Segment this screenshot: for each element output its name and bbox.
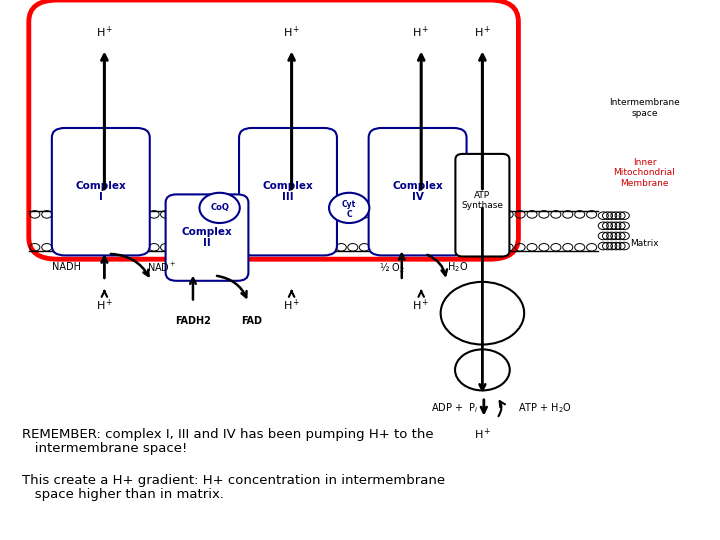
Text: H$^+$: H$^+$ <box>96 298 113 313</box>
Text: H$^+$: H$^+$ <box>413 25 430 40</box>
Text: FADH2: FADH2 <box>175 316 211 326</box>
Text: Intermembrane
space: Intermembrane space <box>609 98 680 118</box>
FancyBboxPatch shape <box>166 194 248 281</box>
Text: FAD: FAD <box>241 316 263 326</box>
FancyBboxPatch shape <box>29 0 518 259</box>
Text: H$^+$: H$^+$ <box>413 298 430 313</box>
Text: ATP + H$_2$O: ATP + H$_2$O <box>518 401 572 415</box>
Text: H$^+$: H$^+$ <box>96 25 113 40</box>
Text: ½ O$_2$: ½ O$_2$ <box>379 260 405 275</box>
Text: Complex
III: Complex III <box>263 181 313 202</box>
Text: intermembrane space!: intermembrane space! <box>22 442 187 455</box>
Text: REMEMBER: complex I, III and IV has been pumping H+ to the: REMEMBER: complex I, III and IV has been… <box>22 428 433 441</box>
Text: Inner
Mitochondrial
Membrane: Inner Mitochondrial Membrane <box>613 158 675 188</box>
Text: Matrix: Matrix <box>630 239 659 247</box>
Circle shape <box>455 349 510 390</box>
Text: Cyt
C: Cyt C <box>342 200 356 219</box>
Text: CoQ: CoQ <box>210 204 229 212</box>
Text: Complex
II: Complex II <box>181 227 233 248</box>
Text: This create a H+ gradient: H+ concentration in intermembrane: This create a H+ gradient: H+ concentrat… <box>22 474 445 487</box>
Text: H$^+$: H$^+$ <box>474 427 491 442</box>
FancyBboxPatch shape <box>239 128 337 255</box>
Text: ADP +  P$_i$: ADP + P$_i$ <box>431 401 479 415</box>
Text: NADH: NADH <box>52 262 81 272</box>
Text: H$^+$: H$^+$ <box>283 25 300 40</box>
Text: H$^+$: H$^+$ <box>474 25 491 40</box>
Text: space higher than in matrix.: space higher than in matrix. <box>22 488 224 501</box>
FancyBboxPatch shape <box>52 128 150 255</box>
FancyBboxPatch shape <box>456 154 510 256</box>
Circle shape <box>441 282 524 345</box>
Text: Complex
IV: Complex IV <box>392 181 443 202</box>
Text: NAD$^+$: NAD$^+$ <box>147 261 177 274</box>
Circle shape <box>199 193 240 223</box>
Text: ATP
Synthase: ATP Synthase <box>462 191 503 210</box>
Text: H$_2$O: H$_2$O <box>446 260 468 274</box>
FancyBboxPatch shape <box>369 128 467 255</box>
Text: Complex
I: Complex I <box>76 181 126 202</box>
Circle shape <box>329 193 369 223</box>
Text: H$^+$: H$^+$ <box>283 298 300 313</box>
